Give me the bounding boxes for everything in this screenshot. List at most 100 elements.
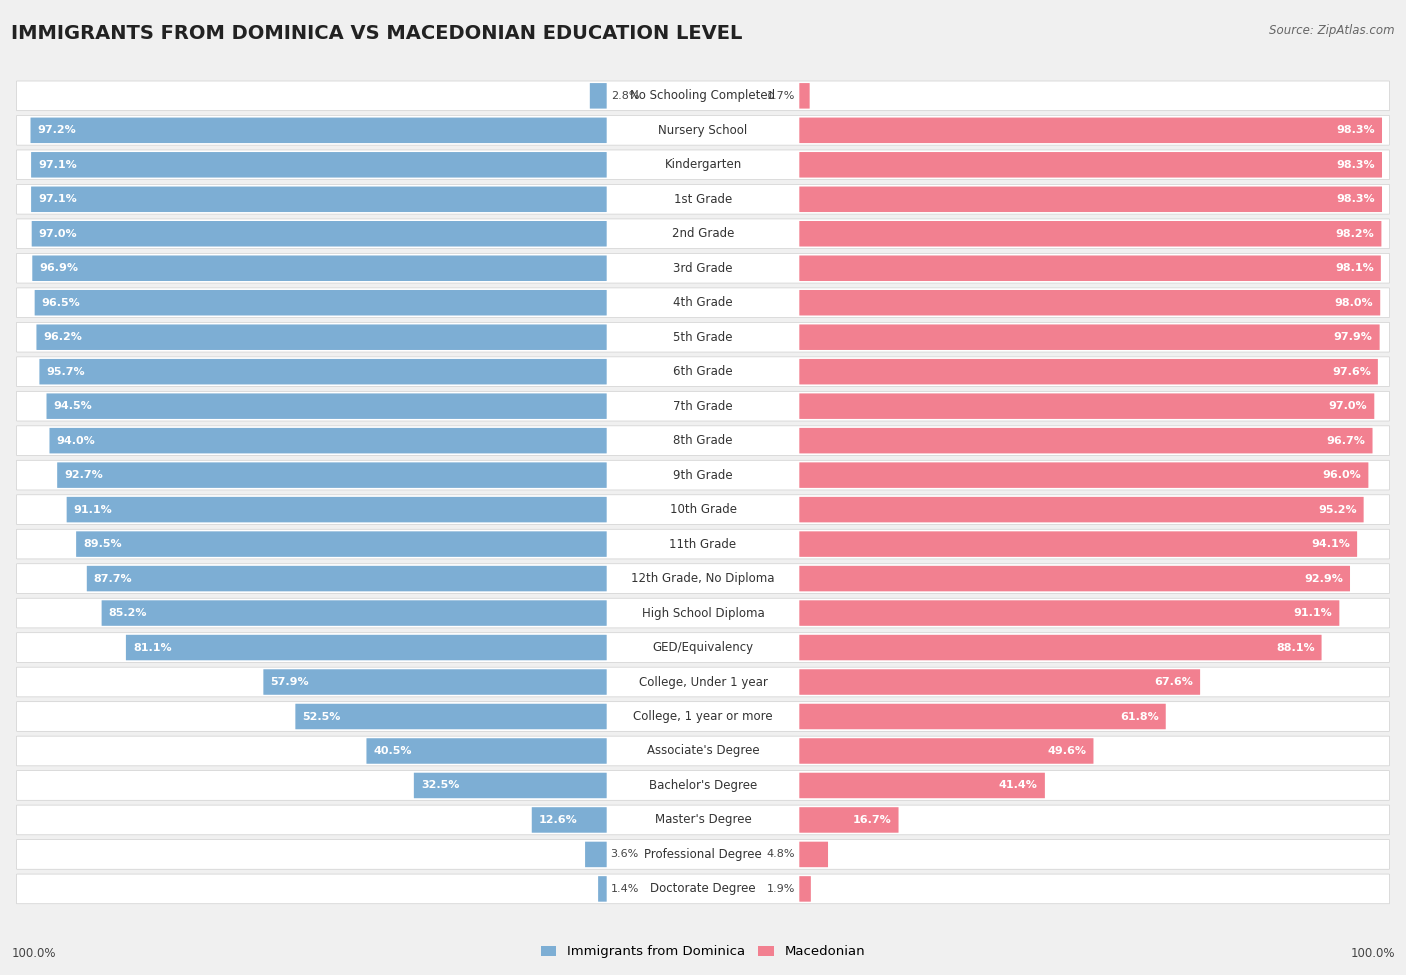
Text: 87.7%: 87.7%	[94, 573, 132, 584]
FancyBboxPatch shape	[17, 184, 1389, 214]
FancyBboxPatch shape	[263, 669, 606, 695]
Text: 1.7%: 1.7%	[766, 91, 796, 100]
Text: 4th Grade: 4th Grade	[673, 296, 733, 309]
Text: 12.6%: 12.6%	[538, 815, 578, 825]
FancyBboxPatch shape	[295, 704, 606, 729]
Text: 89.5%: 89.5%	[83, 539, 122, 549]
FancyBboxPatch shape	[585, 841, 606, 867]
FancyBboxPatch shape	[800, 566, 1350, 591]
FancyBboxPatch shape	[17, 323, 1389, 352]
Text: 3rd Grade: 3rd Grade	[673, 261, 733, 275]
Text: 49.6%: 49.6%	[1047, 746, 1087, 756]
Text: 98.1%: 98.1%	[1336, 263, 1374, 273]
Text: Kindergarten: Kindergarten	[665, 158, 741, 172]
FancyBboxPatch shape	[31, 118, 606, 143]
Text: 81.1%: 81.1%	[134, 643, 172, 652]
Text: 10th Grade: 10th Grade	[669, 503, 737, 516]
FancyBboxPatch shape	[800, 290, 1381, 316]
Text: 1.9%: 1.9%	[766, 884, 796, 894]
Text: 2.8%: 2.8%	[610, 91, 640, 100]
Text: High School Diploma: High School Diploma	[641, 606, 765, 619]
Text: Master's Degree: Master's Degree	[655, 813, 751, 827]
FancyBboxPatch shape	[17, 702, 1389, 731]
Legend: Immigrants from Dominica, Macedonian: Immigrants from Dominica, Macedonian	[536, 940, 870, 963]
Text: 96.2%: 96.2%	[44, 332, 83, 342]
FancyBboxPatch shape	[17, 460, 1389, 490]
Text: 98.3%: 98.3%	[1336, 160, 1375, 170]
FancyBboxPatch shape	[17, 805, 1389, 835]
FancyBboxPatch shape	[800, 531, 1357, 557]
FancyBboxPatch shape	[31, 152, 606, 177]
Text: 67.6%: 67.6%	[1154, 677, 1194, 687]
Text: No Schooling Completed: No Schooling Completed	[630, 90, 776, 102]
FancyBboxPatch shape	[800, 738, 1094, 763]
FancyBboxPatch shape	[17, 839, 1389, 870]
Text: 52.5%: 52.5%	[302, 712, 340, 722]
FancyBboxPatch shape	[17, 391, 1389, 421]
FancyBboxPatch shape	[591, 83, 606, 108]
Text: 98.0%: 98.0%	[1334, 297, 1374, 308]
Text: 94.5%: 94.5%	[53, 401, 93, 411]
Text: IMMIGRANTS FROM DOMINICA VS MACEDONIAN EDUCATION LEVEL: IMMIGRANTS FROM DOMINICA VS MACEDONIAN E…	[11, 24, 742, 43]
Text: 97.1%: 97.1%	[38, 194, 77, 205]
FancyBboxPatch shape	[35, 290, 606, 316]
Text: 5th Grade: 5th Grade	[673, 331, 733, 344]
FancyBboxPatch shape	[800, 152, 1382, 177]
FancyBboxPatch shape	[800, 118, 1382, 143]
FancyBboxPatch shape	[17, 770, 1389, 800]
Text: 91.1%: 91.1%	[73, 505, 112, 515]
Text: 1.4%: 1.4%	[610, 884, 640, 894]
FancyBboxPatch shape	[800, 773, 1045, 799]
Text: 4.8%: 4.8%	[766, 849, 796, 859]
Text: 98.2%: 98.2%	[1336, 229, 1375, 239]
FancyBboxPatch shape	[17, 150, 1389, 179]
Text: 96.7%: 96.7%	[1327, 436, 1365, 446]
Text: 2nd Grade: 2nd Grade	[672, 227, 734, 240]
Text: 41.4%: 41.4%	[1000, 780, 1038, 791]
FancyBboxPatch shape	[800, 601, 1340, 626]
FancyBboxPatch shape	[46, 393, 606, 419]
Text: 92.7%: 92.7%	[65, 470, 103, 480]
Text: Nursery School: Nursery School	[658, 124, 748, 136]
FancyBboxPatch shape	[800, 393, 1374, 419]
FancyBboxPatch shape	[37, 325, 606, 350]
Text: 7th Grade: 7th Grade	[673, 400, 733, 412]
FancyBboxPatch shape	[17, 529, 1389, 559]
Text: College, Under 1 year: College, Under 1 year	[638, 676, 768, 688]
Text: 32.5%: 32.5%	[420, 780, 460, 791]
Text: 3.6%: 3.6%	[610, 849, 638, 859]
Text: 57.9%: 57.9%	[270, 677, 309, 687]
FancyBboxPatch shape	[17, 599, 1389, 628]
FancyBboxPatch shape	[76, 531, 606, 557]
Text: GED/Equivalency: GED/Equivalency	[652, 641, 754, 654]
Text: 100.0%: 100.0%	[11, 948, 56, 960]
Text: College, 1 year or more: College, 1 year or more	[633, 710, 773, 723]
Text: 97.0%: 97.0%	[39, 229, 77, 239]
FancyBboxPatch shape	[800, 635, 1322, 660]
FancyBboxPatch shape	[17, 633, 1389, 662]
FancyBboxPatch shape	[17, 667, 1389, 697]
FancyBboxPatch shape	[17, 288, 1389, 318]
Text: 96.5%: 96.5%	[42, 297, 80, 308]
Text: 97.2%: 97.2%	[38, 126, 76, 136]
Text: 8th Grade: 8th Grade	[673, 434, 733, 448]
Text: 97.0%: 97.0%	[1329, 401, 1367, 411]
FancyBboxPatch shape	[800, 83, 810, 108]
FancyBboxPatch shape	[17, 219, 1389, 249]
Text: 94.1%: 94.1%	[1312, 539, 1350, 549]
FancyBboxPatch shape	[32, 255, 606, 281]
Text: 40.5%: 40.5%	[374, 746, 412, 756]
FancyBboxPatch shape	[800, 221, 1382, 247]
FancyBboxPatch shape	[800, 877, 811, 902]
FancyBboxPatch shape	[800, 704, 1166, 729]
Text: 96.0%: 96.0%	[1323, 470, 1361, 480]
FancyBboxPatch shape	[800, 669, 1201, 695]
FancyBboxPatch shape	[800, 359, 1378, 384]
FancyBboxPatch shape	[39, 359, 606, 384]
Text: 1st Grade: 1st Grade	[673, 193, 733, 206]
FancyBboxPatch shape	[800, 462, 1368, 488]
FancyBboxPatch shape	[367, 738, 606, 763]
Text: 6th Grade: 6th Grade	[673, 366, 733, 378]
FancyBboxPatch shape	[800, 428, 1372, 453]
Text: 88.1%: 88.1%	[1275, 643, 1315, 652]
